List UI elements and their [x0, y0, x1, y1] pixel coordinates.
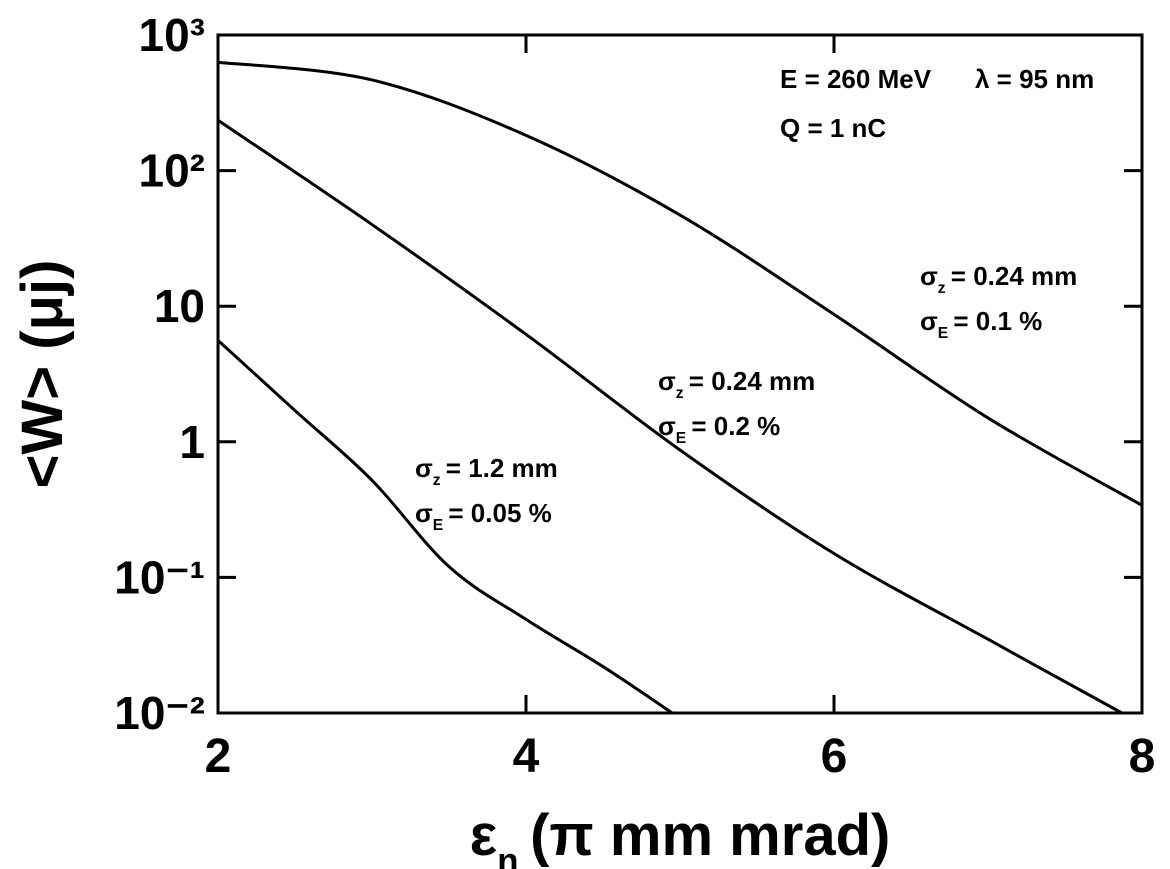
subscript: z: [676, 385, 684, 402]
curve: [216, 339, 674, 715]
label-text: = 0.05 %: [448, 498, 551, 528]
y-tick-label: 10³: [139, 9, 205, 61]
subscript: z: [433, 472, 441, 489]
y-axis-label: <W> (μj): [10, 260, 75, 489]
label-text: λ = 95 nm: [975, 64, 1094, 94]
subscript: E: [433, 517, 443, 534]
label: λ = 95 nm: [975, 64, 1094, 94]
y-tick-label: 10⁻¹: [114, 551, 205, 603]
label: Q = 1 nC: [780, 113, 886, 143]
y-tick-label: 10: [154, 280, 205, 332]
y-tick-label: 1: [179, 416, 205, 468]
label: σz = 0.24 mm: [658, 366, 815, 402]
symbol: σ: [658, 366, 676, 396]
label: σz = 1.2 mm: [415, 453, 558, 489]
label-text: = 0.24 mm: [951, 261, 1077, 291]
x-tick-label: 6: [821, 730, 848, 783]
x-tick-label: 4: [513, 730, 540, 783]
label: σE = 0.2 %: [658, 411, 780, 447]
y-tick-label: 10²: [139, 145, 205, 197]
symbol: σ: [658, 411, 676, 441]
curve: [217, 60, 1143, 507]
symbol: ε: [470, 803, 498, 868]
subscript: E: [676, 430, 686, 447]
label: E = 260 MeV: [780, 64, 932, 94]
x-tick-label: 8: [1129, 730, 1156, 783]
x-tick-label: 2: [205, 730, 232, 783]
label-text: = 1.2 mm: [446, 453, 558, 483]
label: σz = 0.24 mm: [920, 261, 1077, 297]
label-text: Q = 1 nC: [780, 113, 886, 143]
label: σE = 0.05 %: [415, 498, 552, 534]
label-text: = 0.2 %: [691, 411, 780, 441]
subscript: E: [938, 325, 948, 342]
label-text: E = 260 MeV: [780, 64, 932, 94]
label: σE = 0.1 %: [920, 306, 1042, 342]
symbol: σ: [920, 261, 938, 291]
symbol: σ: [415, 498, 433, 528]
subscript: n: [497, 841, 518, 869]
subscript: z: [938, 280, 946, 297]
y-tick-label: 10⁻²: [114, 687, 205, 739]
symbol: σ: [920, 306, 938, 336]
curve: [217, 119, 1123, 715]
label: εn (π mm mrad): [470, 803, 891, 869]
symbol: σ: [415, 453, 433, 483]
label-text: = 0.24 mm: [689, 366, 815, 396]
label-text: = 0.1 %: [953, 306, 1042, 336]
plot-frame: [216, 33, 1144, 715]
label-text: (π mm mrad): [530, 803, 890, 868]
